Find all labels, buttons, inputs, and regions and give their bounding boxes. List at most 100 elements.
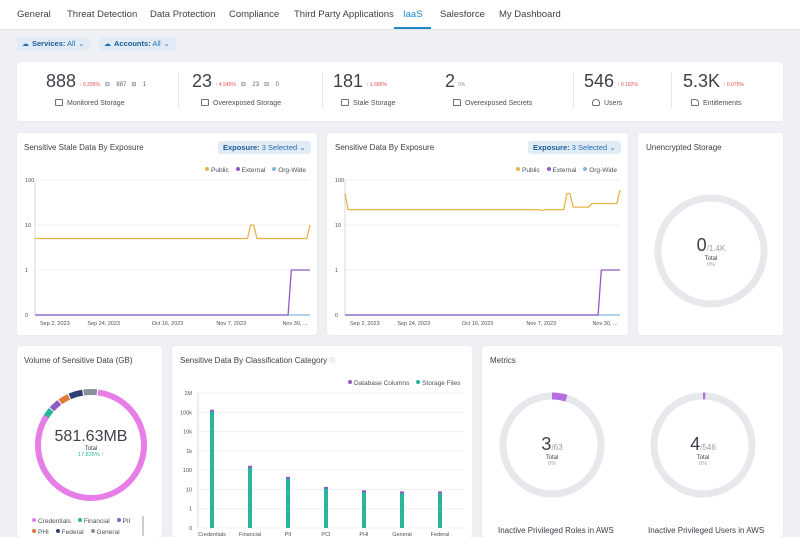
stat-stale-storage[interactable]: 181 ↑ 1.685%: [333, 72, 387, 90]
legend-dot: [55, 529, 60, 533]
classification-card: Sensitive Data By Classification Categor…: [172, 346, 472, 537]
bar-cap: [400, 491, 404, 494]
y-tick-label: 1: [25, 268, 28, 274]
donut-center: 3/63 Total 0%: [497, 434, 607, 467]
services-filter[interactable]: ☁ Services: All ⌄: [17, 37, 91, 51]
tab-salesforce[interactable]: Salesforce: [440, 9, 485, 20]
tab-data-protection[interactable]: Data Protection: [150, 9, 216, 20]
stat-delta: ↑ 0.182%: [617, 82, 638, 88]
stat-mini-value: 1: [142, 82, 147, 88]
tab-bar: General Threat Detection Data Protection…: [0, 0, 800, 30]
metrics-card: Metrics 3/63 Total 0% Inactive Privilege…: [482, 346, 783, 537]
tab-iaas[interactable]: IaaS: [403, 9, 423, 20]
info-icon[interactable]: ⓘ: [329, 359, 336, 365]
stale-data-line-chart: 0 1 10 100 Sep 2, 2023 Sep 24, 2023 Oct 16, 20…: [25, 178, 311, 327]
donut-total-label: Total: [704, 256, 718, 262]
bar-financial: [248, 466, 252, 528]
chevron-down-icon: ⌄: [78, 41, 85, 48]
legend-dot: [272, 167, 277, 171]
divider: [322, 72, 323, 108]
card-title: Sensitive Data By Exposure: [335, 143, 435, 152]
legend-dot: [77, 518, 82, 522]
tab-third-party-applications[interactable]: Third Party Applications: [294, 9, 394, 20]
y-tick-label: 10: [335, 223, 341, 229]
stat-delta: ↑ 0.075%: [723, 82, 744, 88]
stat-monitored-storage[interactable]: 888 ↑ 0.339% ⊟ 887 ⊟ 1: [46, 72, 146, 90]
exposure-dropdown[interactable]: Exposure: 3 Selected ⌄: [218, 141, 311, 154]
y-tick-label: 0: [25, 313, 28, 319]
tab-general[interactable]: General: [17, 9, 51, 20]
x-tick-label: Oct 16, 2023: [152, 321, 184, 327]
accounts-filter[interactable]: ☁ Accounts: All ⌄: [99, 37, 176, 51]
classification-bar-chart: 0 1 10 100 1k 10k 100k 1M Credentials Financial PI…: [180, 391, 464, 537]
donut-value: 3: [541, 434, 552, 454]
exposure-dropdown[interactable]: Exposure: 3 Selected ⌄: [528, 141, 621, 154]
card-title: Sensitive Stale Data By Exposure: [24, 143, 144, 152]
inactive-users-donut: [650, 392, 756, 498]
stat-overexposed-storage[interactable]: 23 ↑ 4.545% ⊟ 23 ⊟ 0: [192, 72, 279, 90]
document-icon: [453, 99, 461, 106]
slice-pii: [49, 400, 62, 412]
y-tick-label: 100: [25, 178, 34, 184]
donut-value: 4: [690, 434, 701, 454]
tab-my-dashboard[interactable]: My Dashboard: [499, 9, 561, 20]
storage-icon: ⊟: [240, 82, 246, 88]
stat-overexposed-secrets[interactable]: 2 0%: [445, 72, 465, 90]
stat-entitlements[interactable]: 5.3K ↑ 0.075%: [683, 72, 744, 90]
bar-credentials: [210, 410, 214, 528]
x-tick-label: Sep 24, 2023: [87, 321, 120, 327]
bar-pii: [286, 477, 290, 528]
x-tick-label: Sep 2, 2023: [40, 321, 70, 327]
y-tick-label: 1k: [186, 449, 192, 455]
card-title: Unencrypted Storage: [646, 143, 722, 152]
volume-legend-row-1: Credentials Financial PII: [32, 518, 130, 525]
donut-center: 0/1.4K Total 0%: [651, 235, 771, 268]
x-tick-label: General: [392, 532, 412, 537]
chart-legend: Public External Org-Wide: [200, 167, 306, 174]
y-tick-label: 10k: [183, 430, 192, 436]
storage-icon: ⊟: [131, 82, 137, 88]
x-tick-label: Credentials: [198, 532, 226, 537]
x-tick-label: Federal: [431, 532, 450, 537]
x-tick-label: Financial: [239, 532, 261, 537]
slice-general: [83, 389, 98, 396]
storage-icon: [341, 99, 349, 106]
slice-credentials: [35, 389, 147, 501]
card-title: Metrics: [490, 356, 516, 365]
card-title: Volume of Sensitive Data (GB): [24, 356, 133, 365]
stat-value: 23: [192, 71, 213, 91]
accounts-filter-value: All: [152, 39, 161, 48]
divider: [573, 72, 574, 108]
legend-dot: [348, 380, 352, 384]
stat-users[interactable]: 546 ↑ 0.182%: [584, 72, 638, 90]
legend-dot: [205, 167, 209, 171]
stat-label: Users: [592, 99, 622, 107]
donut-fill: [551, 392, 568, 402]
y-tick-label: 100: [335, 178, 344, 184]
inactive-roles-caption: Inactive Privileged Roles in AWS: [498, 526, 614, 535]
cloud-icon: ☁: [22, 41, 29, 48]
x-tick-label: PCI: [321, 532, 331, 537]
donut-total: /1.4K: [706, 244, 726, 253]
user-icon: [592, 99, 600, 106]
bar-pci: [324, 487, 328, 528]
stat-value: 546: [584, 71, 615, 91]
stat-delta: 0%: [458, 82, 466, 88]
legend-dot: [116, 518, 121, 522]
chevron-down-icon: ⌄: [163, 41, 170, 48]
bar-cap: [324, 486, 328, 489]
stat-delta: ↑ 0.339%: [79, 82, 100, 88]
services-filter-key: Services:: [32, 39, 66, 48]
x-tick-label: Sep 24, 2023: [397, 321, 430, 327]
tab-compliance[interactable]: Compliance: [229, 9, 280, 20]
x-tick-label: Sep 2, 2023: [350, 321, 380, 327]
stat-label: Entitlements: [691, 99, 742, 107]
bar-general: [400, 492, 404, 528]
slice-federal: [68, 389, 84, 400]
bar-cap: [286, 476, 290, 479]
donut-total: /63: [551, 443, 563, 452]
tab-threat-detection[interactable]: Threat Detection: [67, 9, 138, 20]
storage-icon: [55, 99, 63, 106]
divider: [671, 72, 672, 108]
legend-scrollbar[interactable]: [142, 516, 144, 536]
